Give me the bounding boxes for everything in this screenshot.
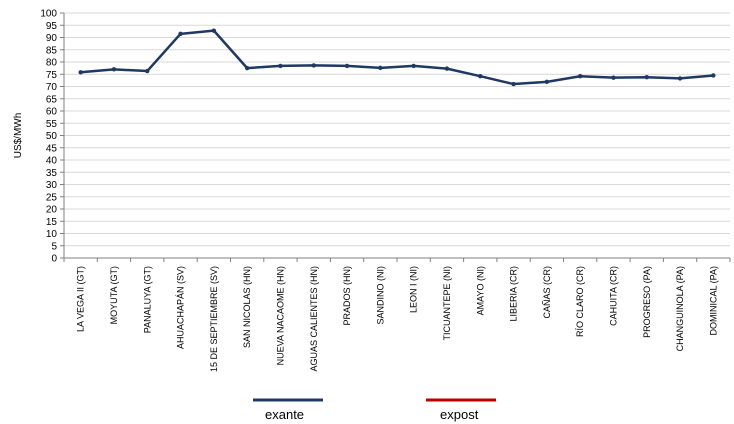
data-point <box>178 31 183 37</box>
data-point <box>278 63 283 69</box>
y-tick-label: 0 <box>51 254 57 265</box>
x-tick-label: SANDINO (NI) <box>375 266 385 325</box>
data-point <box>311 63 316 68</box>
series-lines <box>80 29 714 86</box>
y-tick-label: 15 <box>46 217 58 228</box>
y-tick-label: 100 <box>40 9 57 20</box>
y-tick-label: 90 <box>46 33 58 44</box>
y-tick-label: 25 <box>46 192 58 203</box>
axes <box>60 12 731 262</box>
x-tick-label: AHUACHAPÁN (SV) <box>176 266 186 349</box>
x-tick-label: SAN NICOLAS (HN) <box>242 266 252 348</box>
y-tick-label: 5 <box>51 241 57 252</box>
y-tick-label: 80 <box>46 58 58 69</box>
x-tick-label: NUEVA NACAOME (HN) <box>275 266 285 365</box>
y-tick-label: 55 <box>46 119 58 130</box>
x-tick-label: AMAYO (NI) <box>475 266 485 315</box>
x-tick-label: PRADOS (HN) <box>342 266 352 326</box>
y-tick-label: 35 <box>46 168 58 179</box>
y-tick-label: 30 <box>46 180 58 191</box>
data-point <box>111 67 117 72</box>
y-tick-label: 85 <box>46 45 58 56</box>
x-tick-label: RÍO CLARO (CR) <box>575 266 585 337</box>
data-point <box>145 68 150 74</box>
y-axis-label: US$/MWh <box>13 113 24 159</box>
y-tick-label: 95 <box>46 21 58 32</box>
x-tick-label: TICUANTEPE (NI) <box>442 266 452 341</box>
data-point <box>711 73 716 78</box>
x-tick-label: MOYUTA (GT) <box>109 266 119 324</box>
x-tick-label: CHANGUINOLA (PA) <box>675 266 685 351</box>
data-point <box>478 74 483 79</box>
x-tick-label: 15 DE SEPTIEMBRE (SV) <box>209 266 219 372</box>
x-tick-label: CAHUITA (CR) <box>608 266 618 326</box>
data-point <box>344 63 350 69</box>
y-tick-label: 75 <box>46 70 58 81</box>
legend-label-expost: expost <box>440 407 479 422</box>
data-point <box>244 65 250 71</box>
data-point <box>611 75 616 80</box>
data-point <box>644 74 649 80</box>
x-tick-label: CAÑAS (CR) <box>542 266 552 319</box>
x-tick-label: LEON I (NI) <box>409 266 419 313</box>
y-tick-label: 65 <box>46 94 58 105</box>
legend-label-exante: exante <box>265 407 304 422</box>
y-tick-label: 50 <box>46 131 58 142</box>
data-point <box>577 74 583 79</box>
x-tick-label: PROGRESO (PA) <box>642 266 652 338</box>
x-tick-label: LA VEGA II (GT) <box>76 266 86 332</box>
y-tick-label: 40 <box>46 156 58 167</box>
legend: exante expost <box>253 398 496 422</box>
grid-lines <box>64 12 730 247</box>
x-tick-label: LIBERIA (CR) <box>509 266 519 322</box>
series-points <box>78 28 716 87</box>
data-point <box>444 66 450 71</box>
y-tick-label: 45 <box>46 143 58 154</box>
x-tick-label: DOMINICAL (PA) <box>708 266 718 336</box>
y-tick-label: 20 <box>46 205 58 216</box>
x-tick-label: AGUAS CALIENTES (HN) <box>309 266 319 372</box>
x-tick-label: PANALUYA (GT) <box>142 266 152 333</box>
series-line-exante <box>80 29 714 86</box>
data-point <box>511 81 516 87</box>
y-tick-label: 10 <box>46 229 58 240</box>
data-point <box>677 76 683 81</box>
y-tick-label: 70 <box>46 82 58 93</box>
data-point <box>378 65 383 71</box>
data-point <box>78 70 83 75</box>
data-point <box>211 28 217 33</box>
x-tick-labels: LA VEGA II (GT) MOYUTA (GT) PANALUYA (GT) A… <box>76 266 719 372</box>
y-tick-label: 60 <box>46 107 58 118</box>
data-point <box>544 79 550 85</box>
data-point <box>411 63 416 69</box>
